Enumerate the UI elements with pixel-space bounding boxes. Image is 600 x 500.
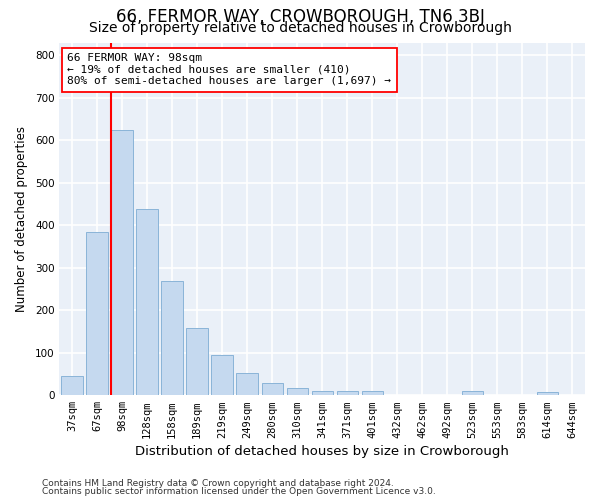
Text: Size of property relative to detached houses in Crowborough: Size of property relative to detached ho… <box>89 21 511 35</box>
Text: 66, FERMOR WAY, CROWBOROUGH, TN6 3BJ: 66, FERMOR WAY, CROWBOROUGH, TN6 3BJ <box>116 8 484 26</box>
Bar <box>262 383 283 395</box>
X-axis label: Distribution of detached houses by size in Crowborough: Distribution of detached houses by size … <box>135 444 509 458</box>
Bar <box>61 376 83 395</box>
Bar <box>311 390 333 395</box>
Y-axis label: Number of detached properties: Number of detached properties <box>15 126 28 312</box>
Text: Contains HM Land Registry data © Crown copyright and database right 2024.: Contains HM Land Registry data © Crown c… <box>42 478 394 488</box>
Text: 66 FERMOR WAY: 98sqm
← 19% of detached houses are smaller (410)
80% of semi-deta: 66 FERMOR WAY: 98sqm ← 19% of detached h… <box>67 53 391 86</box>
Bar <box>211 355 233 395</box>
Bar <box>236 373 258 395</box>
Bar <box>337 390 358 395</box>
Bar <box>187 328 208 395</box>
Bar <box>161 282 182 395</box>
Bar <box>112 130 133 395</box>
Bar <box>462 392 483 395</box>
Bar <box>287 388 308 395</box>
Bar <box>86 232 107 395</box>
Bar <box>136 209 158 395</box>
Text: Contains public sector information licensed under the Open Government Licence v3: Contains public sector information licen… <box>42 487 436 496</box>
Bar <box>537 392 558 395</box>
Bar <box>362 391 383 395</box>
